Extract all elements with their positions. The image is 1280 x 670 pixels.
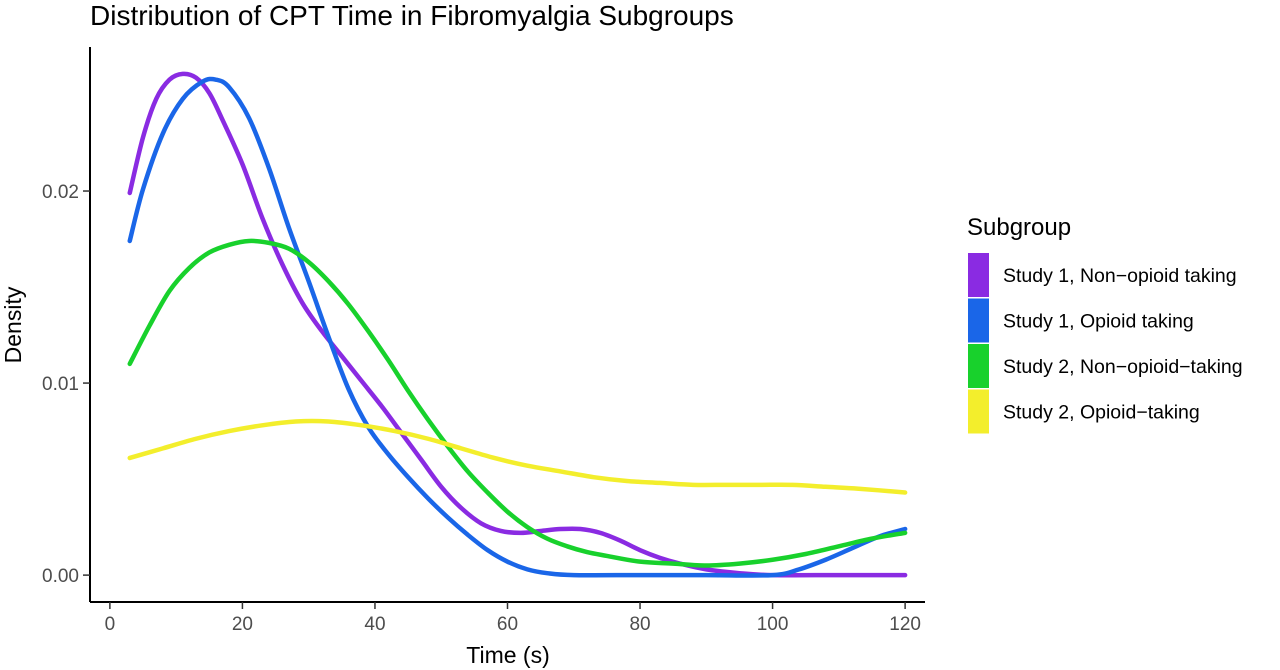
y-axis-ticks: 0.00 0.01 0.02: [42, 182, 90, 587]
x-tick-label: 60: [497, 614, 518, 635]
legend-label-study-2-opioid-taking: Study 2, Opioid−taking: [1003, 402, 1200, 424]
x-tick-label: 20: [232, 614, 253, 635]
y-tick-label: 0.00: [42, 566, 79, 587]
x-axis-title: Time (s): [466, 642, 549, 668]
series-line-study-1-opioid-taking: [127, 76, 908, 578]
series-line-study-1-non-opioid-taking: [127, 71, 908, 578]
series-lines: [127, 71, 908, 578]
legend-key-study-2-opioid-taking: [968, 389, 989, 434]
y-axis-title: Density: [0, 286, 26, 363]
x-tick-label: 0: [105, 614, 116, 635]
x-tick-label: 40: [364, 614, 385, 635]
x-axis-ticks: 0 20 40 60 80 100 120: [105, 602, 921, 635]
x-tick-label: 80: [629, 614, 650, 635]
legend-items: Study 1, Non−opioid taking Study 1, Opioi…: [968, 253, 1243, 434]
legend-label-study-2-non-opioid-taking: Study 2, Non−opioid−taking: [1003, 356, 1243, 378]
legend-key-study-2-non-opioid-taking: [968, 344, 989, 388]
legend-label-study-1-non-opioid-taking: Study 1, Non−opioid taking: [1003, 265, 1237, 287]
series-line-study-2-non-opioid-taking: [127, 238, 908, 568]
legend-title: Subgroup: [967, 214, 1071, 241]
x-tick-label: 120: [889, 614, 921, 635]
chart-title: Distribution of CPT Time in Fibromyalgia…: [90, 0, 734, 31]
legend-key-study-1-opioid-taking: [968, 298, 989, 343]
legend: Subgroup Study 1, Non−opioid takingStudy…: [967, 214, 1243, 434]
y-tick-label: 0.02: [42, 182, 79, 203]
x-tick-label: 100: [757, 614, 789, 635]
series-line-study-2-opioid-taking: [127, 418, 908, 495]
legend-label-study-1-opioid-taking: Study 1, Opioid taking: [1003, 311, 1194, 333]
legend-key-study-1-non-opioid-taking: [968, 253, 989, 297]
plot-area: [89, 47, 925, 603]
y-tick-label: 0.01: [42, 374, 79, 395]
